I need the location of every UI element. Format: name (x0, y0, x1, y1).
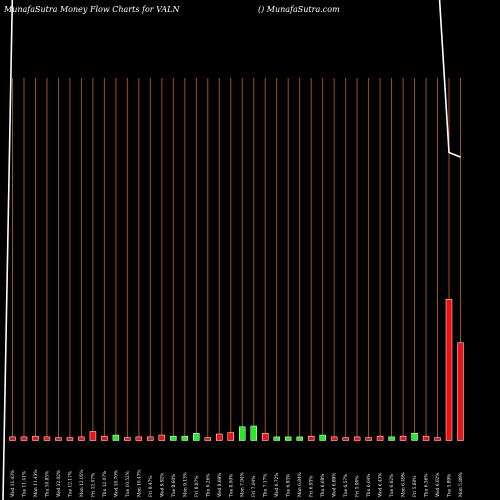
x-axis-tick-label: Fri 9.47% (149, 476, 154, 497)
x-axis-tick-label: Thu 12.07% (103, 471, 108, 497)
money-flow-bar (20, 436, 28, 441)
money-flow-bar (32, 435, 39, 441)
x-axis-tick-label: Tue 6.62% (390, 474, 395, 497)
money-flow-bar (78, 436, 85, 441)
x-axis-tick-label: Wed 6.72% (275, 473, 280, 497)
x-axis-tick-label: Thu 6.69% (321, 474, 326, 497)
money-flow-bar (376, 435, 384, 441)
money-flow-bars (9, 299, 464, 441)
money-flow-bar (365, 437, 372, 441)
x-axis-tick-label: Tue 5.89% (448, 474, 453, 497)
money-flow-bar (457, 342, 464, 441)
header-left-text: MunafaSutra Money Flow Charts for VALN (3, 5, 180, 14)
money-flow-bar (170, 435, 177, 441)
money-flow-bar (330, 436, 338, 441)
x-axis-tick-label: Mon 5.89% (459, 472, 464, 497)
x-axis-tick-label: Wed 6.43% (379, 473, 384, 497)
money-flow-bar (319, 434, 326, 441)
x-axis-tick-label: Wed 8.69% (218, 473, 223, 497)
x-axis-tick-label: Wed 9.92% (160, 473, 165, 497)
x-axis-tick-label: Tue 6.57% (344, 474, 349, 497)
x-axis-tick-label: Mon 12.05% (80, 469, 85, 497)
x-axis-tick-label: Mon 10.47% (137, 469, 142, 497)
money-flow-bar (147, 436, 154, 441)
x-axis-tick-label: Mon 11.43% (34, 469, 39, 497)
money-flow-bar (261, 433, 269, 441)
money-flow-bar (411, 433, 418, 441)
money-flow-bar (158, 434, 166, 441)
x-axis-tick-label: Thu 6.26% (206, 474, 211, 497)
x-axis-tick-label: Thu 6.04% (367, 474, 372, 497)
money-flow-bar (112, 434, 120, 441)
x-axis-tick-label: Tue 8.00% (229, 474, 234, 497)
x-axis-tick-label: Mon 7.94% (241, 472, 246, 497)
x-axis-tick-label: Wed 6.02% (436, 473, 441, 497)
money-flow-bar (101, 435, 108, 441)
money-flow-bar (388, 436, 395, 441)
money-flow-bar (353, 436, 361, 441)
money-flow-bar (284, 436, 292, 441)
x-axis-tick-label: Wed 6.89% (333, 473, 338, 497)
money-flow-bar (434, 437, 441, 441)
money-flow-bar (307, 435, 315, 441)
money-flow-bar (342, 437, 349, 441)
x-axis-tick-label: Fri 5.80% (413, 476, 418, 497)
x-axis-tick-label: Fri 6.93% (310, 476, 315, 497)
money-flow-bar (181, 435, 189, 441)
money-flow-bar (445, 299, 453, 441)
x-axis-tick-label: Mon 9.13% (183, 472, 188, 497)
money-flow-bar (422, 435, 430, 441)
money-flow-bar (193, 433, 200, 441)
x-axis-tick-label: Tue 11.41% (22, 471, 27, 497)
money-flow-bar (66, 437, 74, 441)
x-axis-tick-label: Fri 12.07% (91, 473, 96, 497)
x-axis-tick-label: Tue 6.93% (287, 474, 292, 497)
x-axis-tick-label: Fri 5.90% (356, 476, 361, 497)
x-axis-tick-label: Thu 6.56% (425, 474, 430, 497)
money-flow-bar (250, 425, 257, 441)
money-flow-bar (89, 431, 97, 441)
money-flow-bar (216, 433, 223, 441)
money-flow-bar (399, 435, 407, 441)
x-axis-tick-labels: Wed 11.43% Tue 11.41% Mon 11.43% Thu 10.85%… (11, 469, 464, 497)
header-right-text: () MunafaSutra.com (258, 5, 340, 14)
x-axis-tick-label: Tue 12.17% (68, 471, 73, 497)
x-axis-tick-label: Thu 10.85% (45, 471, 50, 497)
x-axis-tick-label: Fri 7.04% (252, 476, 257, 497)
money-flow-bar (204, 437, 212, 441)
money-flow-bar (124, 437, 131, 441)
x-axis-tick-label: Mon 6.49% (402, 472, 407, 497)
money-flow-bar (296, 436, 303, 441)
money-flow-bar (9, 436, 16, 441)
x-axis-tick-label: Wed 12.02% (57, 470, 62, 497)
money-flow-bar (135, 436, 143, 441)
money-flow-bar (238, 426, 246, 441)
money-flow-bar (43, 436, 51, 441)
x-axis-tick-label: Mon 6.84% (298, 472, 303, 497)
money-flow-bar (227, 432, 235, 441)
x-axis-tick-label: Tue 8.60% (172, 474, 177, 497)
money-flow-bar (55, 437, 62, 441)
money-flow-bar (273, 436, 280, 441)
x-axis-tick-label: Wed 10.70% (114, 470, 119, 497)
x-axis-tick-label: Wed 11.43% (11, 470, 16, 497)
x-axis-tick-label: Fri 8.87% (195, 476, 200, 497)
x-axis-tick-label: Tue 10.52% (126, 471, 131, 497)
x-axis-tick-label: Thu 7.17% (264, 474, 269, 497)
